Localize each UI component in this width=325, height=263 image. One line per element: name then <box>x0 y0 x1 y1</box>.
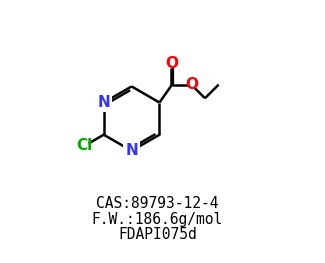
Text: CAS:89793-12-4: CAS:89793-12-4 <box>96 196 219 211</box>
Text: N: N <box>98 95 110 110</box>
Text: O: O <box>185 77 198 92</box>
Text: O: O <box>165 56 178 71</box>
Text: N: N <box>125 143 138 158</box>
Text: Cl: Cl <box>77 138 93 153</box>
Text: F.W.:186.6g/mol: F.W.:186.6g/mol <box>92 211 223 226</box>
Text: FDAPI075d: FDAPI075d <box>118 227 197 242</box>
